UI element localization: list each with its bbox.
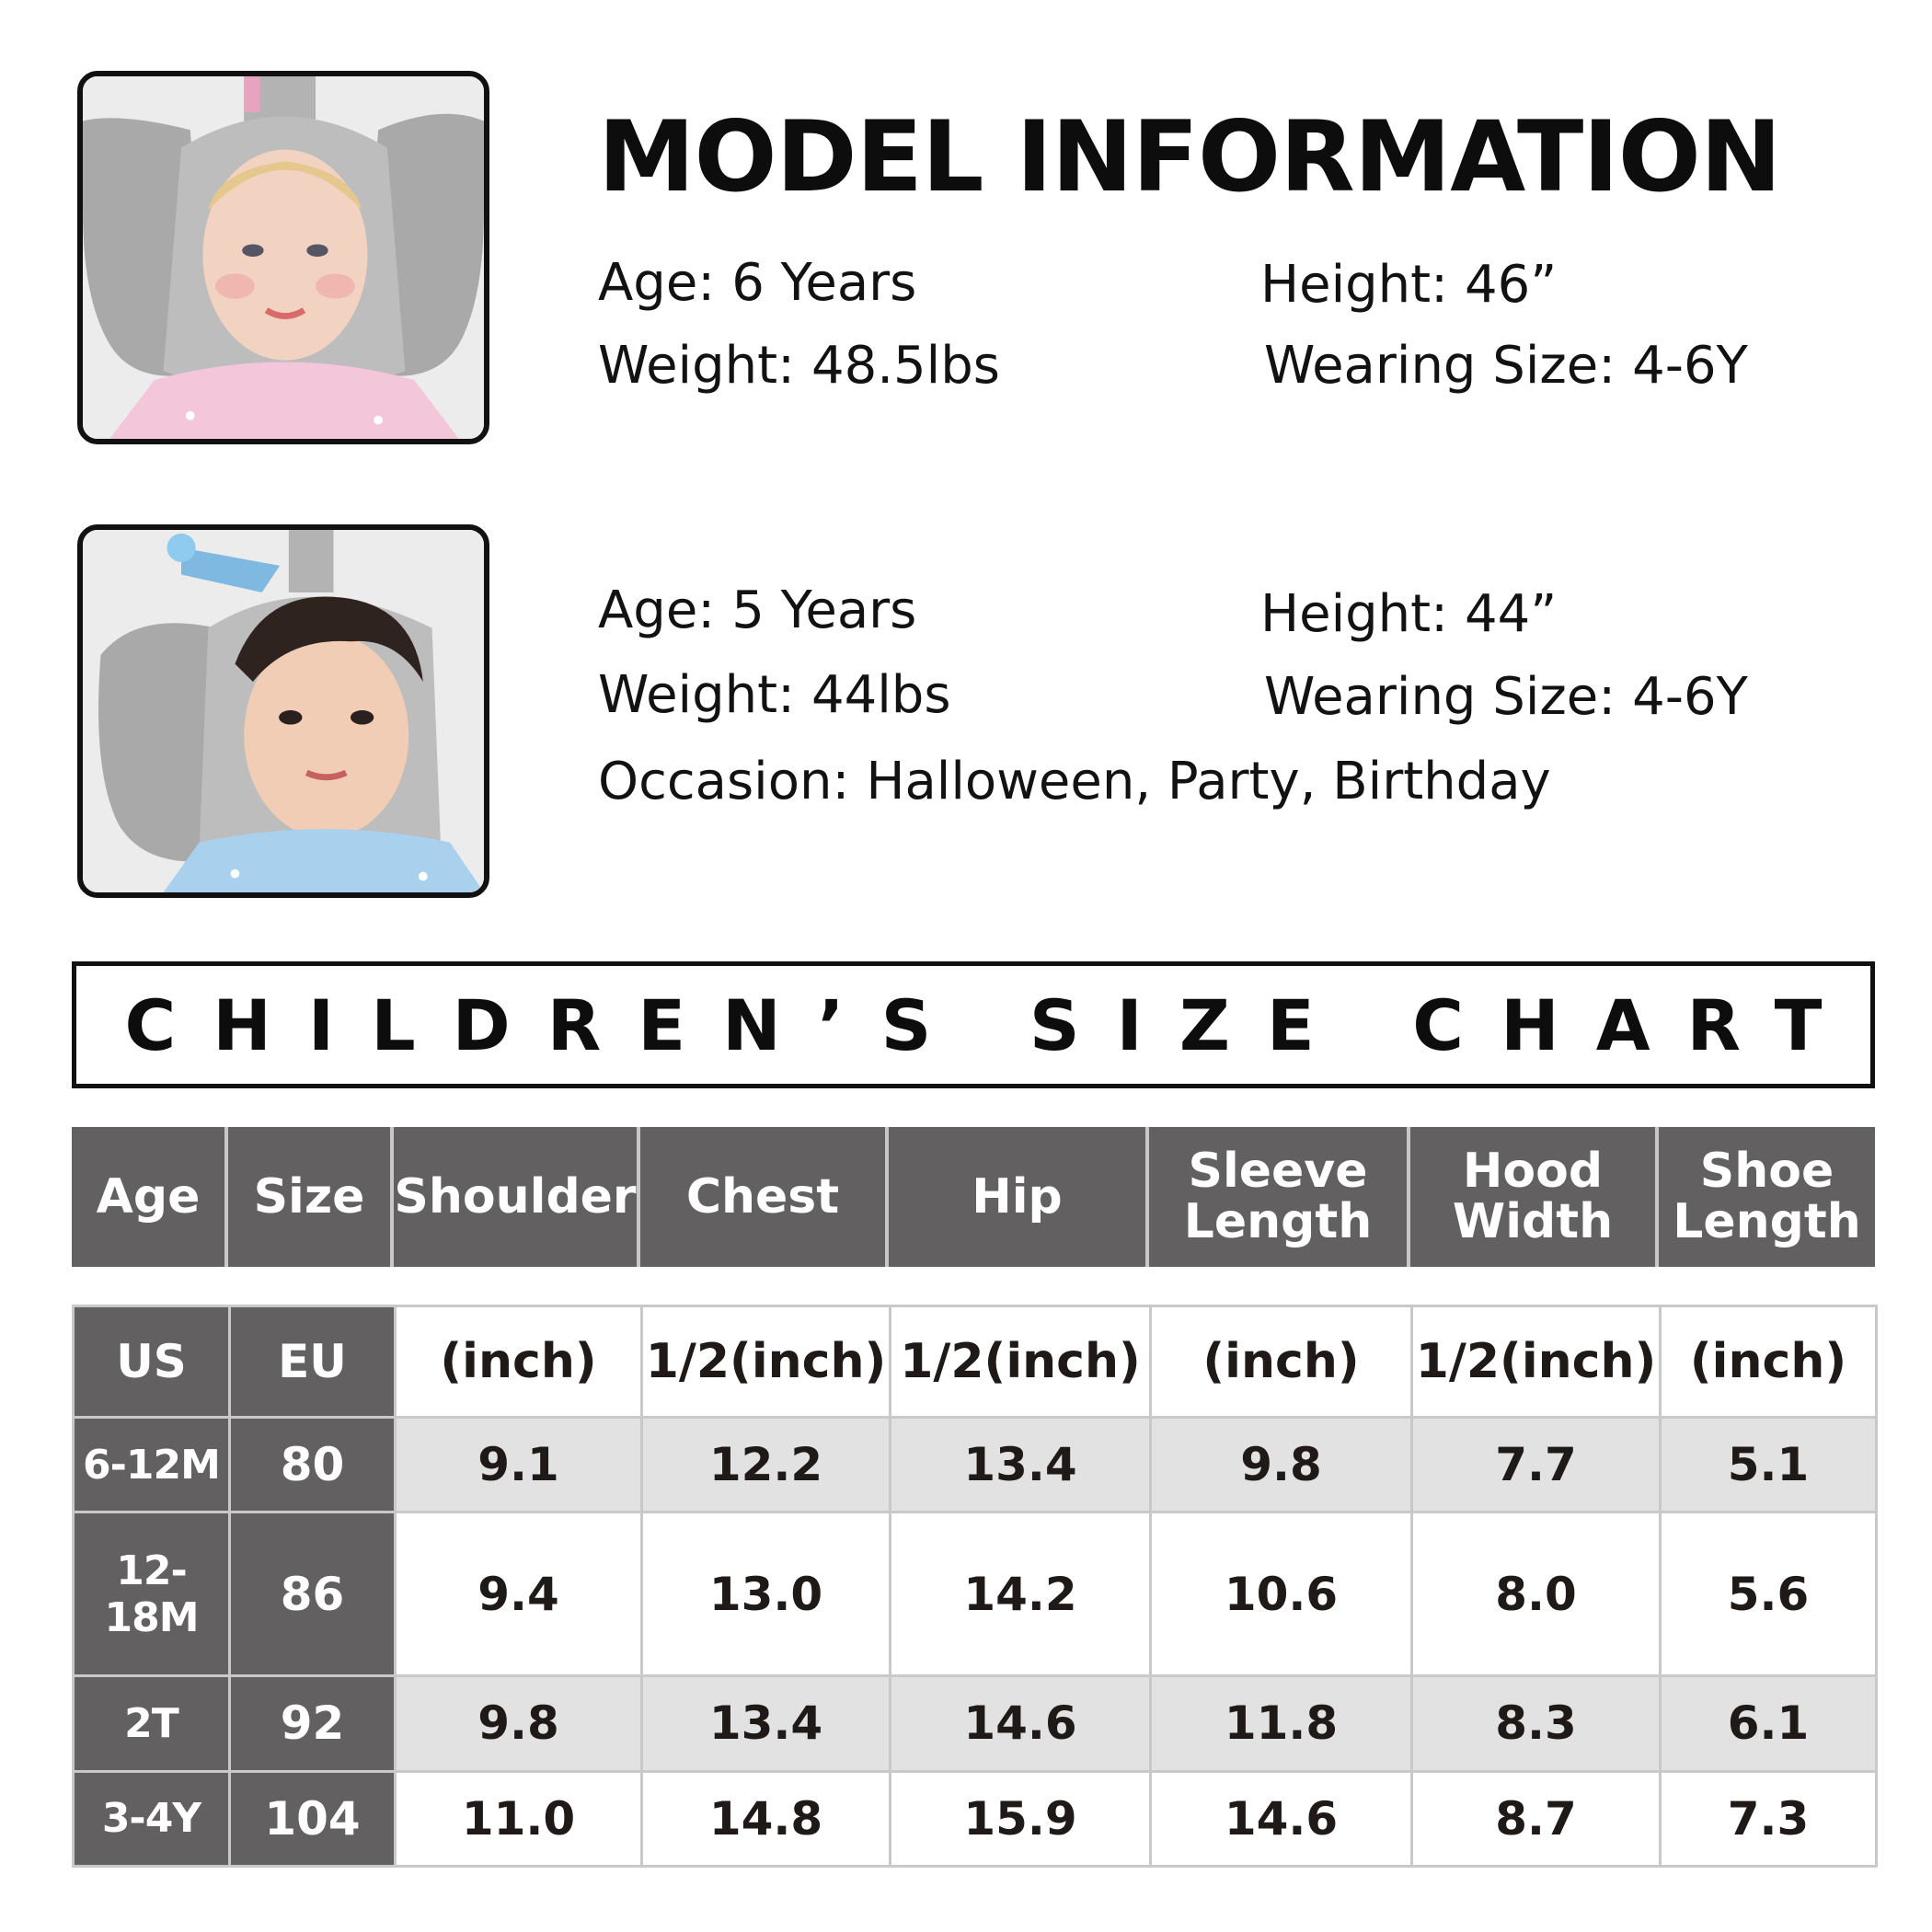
cell-size: 92 <box>228 1674 397 1773</box>
unit-sleeve-length: (inch) <box>1149 1305 1413 1419</box>
age-label: Age: <box>598 253 716 313</box>
wearing-size-label: Wearing Size: <box>1264 336 1616 396</box>
cell-sleeve-length: 10.6 <box>1149 1511 1413 1678</box>
table-row: 3-4Y 104 11.0 14.8 15.9 14.6 8.7 7.3 <box>72 1769 1878 1869</box>
model-information-title: MODEL INFORMATION <box>598 100 1782 213</box>
header-age: Age <box>72 1127 228 1267</box>
cell-hip: 13.4 <box>889 1415 1152 1514</box>
model1-age: Age: 6 Years <box>598 258 916 309</box>
unit-shoulder: (inch) <box>394 1305 643 1419</box>
weight-value: 44lbs <box>811 665 951 725</box>
cell-age: 3-4Y <box>72 1769 231 1869</box>
age-value: 6 Years <box>731 253 917 313</box>
unit-shoe-length: (inch) <box>1659 1305 1878 1419</box>
cell-hip: 14.6 <box>889 1674 1152 1773</box>
unit-hood-width: 1/2(inch) <box>1410 1305 1662 1419</box>
header-shoe-length: Shoe Length <box>1659 1127 1875 1267</box>
cell-shoe-length: 6.1 <box>1659 1674 1878 1773</box>
cell-size: 86 <box>228 1511 397 1678</box>
weight-value: 48.5lbs <box>811 336 1000 396</box>
cell-hood-width: 7.7 <box>1410 1415 1662 1514</box>
cell-size: 80 <box>228 1415 397 1514</box>
wearing-size-value: 4-6Y <box>1632 667 1748 727</box>
cell-sleeve-length: 11.8 <box>1149 1674 1413 1773</box>
header-shoulder: Shoulder <box>394 1127 640 1267</box>
weight-label: Weight: <box>598 336 795 396</box>
size-chart-header: Age Size Shoulder Chest Hip Sleeve Length Hood… <box>72 1127 1875 1267</box>
header-hip: Hip <box>889 1127 1149 1267</box>
header-row: Age Size Shoulder Chest Hip Sleeve Length Hood… <box>72 1127 1875 1267</box>
height-label: Height: <box>1260 255 1448 315</box>
occasion-label: Occasion: <box>598 752 850 811</box>
cell-hip: 14.2 <box>889 1511 1152 1678</box>
cell-age: 6-12M <box>72 1415 231 1514</box>
age-value: 5 Years <box>731 581 917 640</box>
elephant-hood-boy-illustration <box>83 530 484 892</box>
unit-hip: 1/2(inch) <box>889 1305 1152 1419</box>
age-label: Age: <box>598 581 716 640</box>
table-row: 6-12M 80 9.1 12.2 13.4 9.8 7.7 5.1 <box>72 1415 1878 1514</box>
wearing-size-label: Wearing Size: <box>1264 667 1616 727</box>
model-photo-boy <box>77 524 489 898</box>
cell-shoulder: 11.0 <box>394 1769 643 1869</box>
cell-chest: 12.2 <box>640 1415 891 1514</box>
model2-weight: Weight: 44lbs <box>598 670 951 721</box>
cell-sleeve-length: 9.8 <box>1149 1415 1413 1514</box>
cell-shoe-length: 5.1 <box>1659 1415 1878 1514</box>
elephant-hood-girl-illustration <box>83 76 484 439</box>
wearing-size-value: 4-6Y <box>1632 336 1748 396</box>
height-label: Height: <box>1260 584 1448 644</box>
cell-age: 2T <box>72 1674 231 1773</box>
unit-age: US <box>72 1305 231 1419</box>
cell-size: 104 <box>228 1769 397 1869</box>
size-chart-title: CHILDREN’S SIZE CHART <box>124 983 1859 1066</box>
cell-sleeve-length: 14.6 <box>1149 1769 1413 1869</box>
height-value: 46” <box>1464 255 1558 315</box>
model2-height: Height: 44” <box>1260 589 1557 640</box>
table-row: 2T 92 9.8 13.4 14.6 11.8 8.3 6.1 <box>72 1674 1878 1773</box>
cell-hip: 15.9 <box>889 1769 1152 1869</box>
unit-size: EU <box>228 1305 397 1419</box>
model1-weight: Weight: 48.5lbs <box>598 340 1000 392</box>
cell-shoe-length: 5.6 <box>1659 1511 1878 1678</box>
units-row: US EU (inch) 1/2(inch) 1/2(inch) (inch) 1/2(in… <box>72 1305 1878 1419</box>
model2-age: Age: 5 Years <box>598 585 916 637</box>
cell-shoulder: 9.1 <box>394 1415 643 1514</box>
header-chest: Chest <box>640 1127 889 1267</box>
weight-label: Weight: <box>598 665 795 725</box>
cell-chest: 14.8 <box>640 1769 891 1869</box>
cell-shoulder: 9.8 <box>394 1674 643 1773</box>
cell-age: 12-18M <box>72 1511 231 1678</box>
cell-chest: 13.0 <box>640 1511 891 1678</box>
height-value: 44” <box>1464 584 1558 644</box>
header-size: Size <box>228 1127 394 1267</box>
model2-occasion: Occasion: Halloween, Party, Birthday <box>598 756 1551 808</box>
cell-hood-width: 8.7 <box>1410 1769 1662 1869</box>
model-photo-girl <box>77 71 489 444</box>
cell-shoe-length: 7.3 <box>1659 1769 1878 1869</box>
cell-hood-width: 8.3 <box>1410 1674 1662 1773</box>
cell-hood-width: 8.0 <box>1410 1511 1662 1678</box>
model2-wearing-size: Wearing Size: 4-6Y <box>1264 672 1748 723</box>
table-row: 12-18M 86 9.4 13.0 14.2 10.6 8.0 5.6 <box>72 1511 1878 1678</box>
header-sleeve-length: Sleeve Length <box>1149 1127 1410 1267</box>
unit-chest: 1/2(inch) <box>640 1305 891 1419</box>
cell-chest: 13.4 <box>640 1674 891 1773</box>
cell-shoulder: 9.4 <box>394 1511 643 1678</box>
occasion-value: Halloween, Party, Birthday <box>866 752 1551 811</box>
model1-height: Height: 46” <box>1260 259 1557 311</box>
size-chart-table: US EU (inch) 1/2(inch) 1/2(inch) (inch) 1/2(in… <box>72 1305 1878 1869</box>
header-hood-width: Hood Width <box>1410 1127 1659 1267</box>
size-chart-title-box: CHILDREN’S SIZE CHART <box>72 961 1875 1088</box>
model1-wearing-size: Wearing Size: 4-6Y <box>1264 340 1748 392</box>
